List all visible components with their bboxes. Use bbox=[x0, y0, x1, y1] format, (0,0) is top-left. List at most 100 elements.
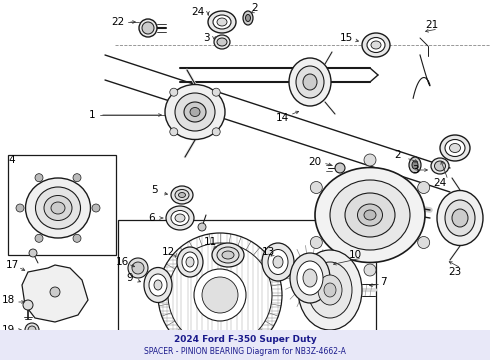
Ellipse shape bbox=[435, 161, 445, 171]
Bar bbox=[8, 155, 116, 255]
Ellipse shape bbox=[345, 193, 395, 237]
Ellipse shape bbox=[178, 193, 186, 198]
Circle shape bbox=[132, 262, 144, 274]
Text: 3: 3 bbox=[203, 33, 209, 43]
Circle shape bbox=[417, 237, 430, 248]
Ellipse shape bbox=[318, 275, 342, 305]
Ellipse shape bbox=[273, 256, 283, 268]
Text: 6: 6 bbox=[148, 213, 155, 223]
Circle shape bbox=[202, 277, 238, 313]
Ellipse shape bbox=[182, 252, 198, 272]
Ellipse shape bbox=[371, 41, 381, 49]
Ellipse shape bbox=[297, 261, 323, 295]
Circle shape bbox=[35, 234, 43, 242]
Text: 13: 13 bbox=[261, 247, 274, 257]
Circle shape bbox=[170, 128, 178, 136]
Text: 7: 7 bbox=[380, 277, 386, 287]
Circle shape bbox=[310, 237, 322, 248]
Text: 19: 19 bbox=[1, 325, 15, 335]
Ellipse shape bbox=[186, 257, 194, 267]
Ellipse shape bbox=[367, 37, 385, 53]
Circle shape bbox=[170, 88, 178, 96]
Ellipse shape bbox=[303, 74, 317, 90]
Ellipse shape bbox=[452, 209, 468, 227]
Ellipse shape bbox=[449, 144, 461, 153]
Ellipse shape bbox=[243, 11, 253, 25]
Ellipse shape bbox=[213, 15, 231, 29]
Ellipse shape bbox=[175, 214, 185, 222]
Ellipse shape bbox=[51, 202, 65, 214]
Ellipse shape bbox=[412, 161, 418, 169]
Text: 24: 24 bbox=[192, 7, 205, 17]
Polygon shape bbox=[22, 265, 88, 322]
Text: 12: 12 bbox=[161, 247, 174, 257]
Circle shape bbox=[73, 174, 81, 182]
Ellipse shape bbox=[44, 195, 72, 220]
Ellipse shape bbox=[175, 189, 189, 201]
Ellipse shape bbox=[217, 38, 227, 46]
Ellipse shape bbox=[440, 135, 470, 161]
Bar bbox=[118, 220, 376, 340]
Ellipse shape bbox=[330, 180, 410, 250]
Circle shape bbox=[198, 223, 206, 231]
Ellipse shape bbox=[358, 204, 383, 226]
Circle shape bbox=[212, 88, 220, 96]
Ellipse shape bbox=[324, 283, 336, 297]
Ellipse shape bbox=[166, 206, 194, 230]
Ellipse shape bbox=[222, 251, 234, 259]
Ellipse shape bbox=[190, 108, 200, 117]
Text: 8: 8 bbox=[167, 335, 173, 345]
Circle shape bbox=[194, 269, 246, 321]
Ellipse shape bbox=[208, 11, 236, 33]
Ellipse shape bbox=[214, 35, 230, 49]
Text: 14: 14 bbox=[275, 113, 289, 123]
Text: 17: 17 bbox=[5, 260, 19, 270]
Ellipse shape bbox=[217, 247, 239, 263]
Text: 21: 21 bbox=[425, 20, 439, 30]
Ellipse shape bbox=[245, 14, 250, 22]
Ellipse shape bbox=[315, 167, 425, 262]
Ellipse shape bbox=[177, 247, 203, 277]
Circle shape bbox=[50, 287, 60, 297]
Text: 10: 10 bbox=[348, 250, 362, 260]
Text: 2024 Ford F-350 Super Duty: 2024 Ford F-350 Super Duty bbox=[173, 336, 317, 345]
Ellipse shape bbox=[35, 187, 80, 229]
Ellipse shape bbox=[144, 267, 172, 302]
Circle shape bbox=[212, 128, 220, 136]
Circle shape bbox=[25, 323, 39, 337]
Ellipse shape bbox=[298, 250, 362, 330]
Text: 4: 4 bbox=[9, 155, 15, 165]
Ellipse shape bbox=[308, 262, 352, 318]
Circle shape bbox=[35, 174, 43, 182]
Text: 2: 2 bbox=[252, 3, 258, 13]
Text: 24: 24 bbox=[433, 178, 446, 188]
Circle shape bbox=[92, 204, 100, 212]
Text: 22: 22 bbox=[111, 17, 124, 27]
Text: 20: 20 bbox=[308, 157, 321, 167]
Circle shape bbox=[16, 204, 24, 212]
Ellipse shape bbox=[184, 102, 206, 122]
Ellipse shape bbox=[149, 274, 167, 296]
Circle shape bbox=[128, 258, 148, 278]
Ellipse shape bbox=[154, 280, 162, 290]
Text: 11: 11 bbox=[203, 237, 217, 247]
Ellipse shape bbox=[437, 190, 483, 246]
Ellipse shape bbox=[296, 66, 324, 98]
Text: 9: 9 bbox=[127, 273, 133, 283]
Ellipse shape bbox=[217, 18, 227, 26]
Ellipse shape bbox=[289, 58, 331, 106]
Ellipse shape bbox=[445, 200, 475, 236]
Circle shape bbox=[364, 154, 376, 166]
Circle shape bbox=[23, 300, 33, 310]
Circle shape bbox=[142, 22, 154, 34]
Circle shape bbox=[417, 181, 430, 194]
Circle shape bbox=[364, 264, 376, 276]
Ellipse shape bbox=[212, 243, 244, 267]
Ellipse shape bbox=[268, 249, 288, 275]
Circle shape bbox=[139, 19, 157, 37]
Circle shape bbox=[28, 326, 36, 334]
Ellipse shape bbox=[165, 85, 225, 140]
Text: 15: 15 bbox=[340, 33, 353, 43]
Ellipse shape bbox=[25, 178, 91, 238]
Text: 16: 16 bbox=[115, 257, 129, 267]
